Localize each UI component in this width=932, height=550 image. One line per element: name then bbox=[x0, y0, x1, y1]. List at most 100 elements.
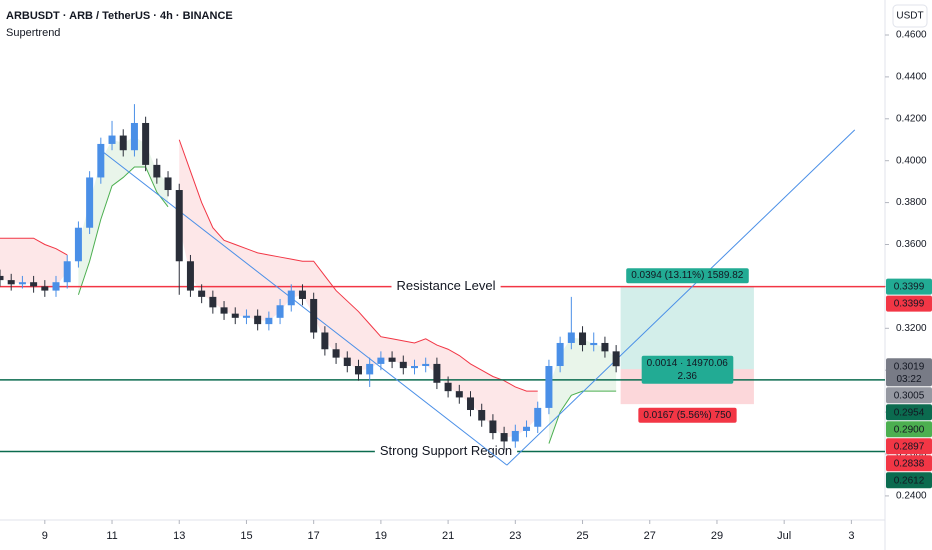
candle-body bbox=[242, 315, 250, 318]
candle-body bbox=[500, 433, 508, 442]
candle-body bbox=[455, 391, 463, 398]
y-tick-label: 0.3800 bbox=[896, 197, 927, 208]
price-label-bg bbox=[886, 472, 932, 489]
supertrend-line bbox=[77, 166, 617, 444]
currency[interactable]: USDT bbox=[896, 11, 923, 22]
price-label-bg bbox=[886, 455, 932, 472]
candle-body bbox=[18, 282, 26, 285]
candle-body bbox=[579, 332, 587, 346]
price-label: 0.2897 bbox=[894, 441, 925, 452]
x-tick-label: 15 bbox=[240, 530, 252, 542]
candle-body bbox=[153, 164, 161, 178]
candle-body bbox=[388, 357, 396, 362]
price-label: 0.3019 bbox=[894, 361, 925, 372]
x-tick-label: Jul bbox=[777, 530, 791, 542]
price-label-bg bbox=[886, 421, 932, 438]
target-label-bg bbox=[626, 268, 749, 284]
candle-body bbox=[321, 332, 329, 350]
price-label-bg bbox=[886, 278, 932, 295]
y-tick-label: 0.4600 bbox=[896, 30, 927, 41]
candle-body bbox=[41, 286, 49, 291]
candle-body bbox=[310, 298, 318, 333]
x-tick-label: 3 bbox=[848, 530, 854, 542]
candle-body bbox=[332, 349, 340, 358]
candle-body bbox=[186, 261, 194, 291]
candle-body bbox=[142, 122, 150, 165]
target-label: 0.0394 (13.11%) 1589.82 bbox=[631, 270, 744, 281]
x-tick-label: 19 bbox=[375, 530, 387, 542]
y-tick-label: 0.3200 bbox=[896, 323, 927, 334]
x-tick-label: 13 bbox=[173, 530, 185, 542]
y-tick-label: 0.3600 bbox=[896, 239, 927, 250]
candle-body bbox=[534, 407, 542, 427]
candle-body bbox=[175, 190, 183, 262]
candle-body bbox=[601, 342, 609, 352]
candle-body bbox=[377, 357, 385, 364]
candle-body bbox=[7, 280, 15, 285]
y-tick-label: 0.4400 bbox=[896, 72, 927, 83]
candle-body bbox=[478, 410, 486, 421]
price-label: 0.2612 bbox=[894, 475, 925, 486]
x-tick-label: 23 bbox=[509, 530, 521, 542]
candle-body bbox=[108, 135, 116, 144]
candle-body bbox=[276, 305, 284, 318]
candle-body bbox=[130, 122, 138, 151]
candle-body bbox=[86, 177, 94, 228]
candle-body bbox=[74, 227, 82, 262]
price-label: 0.3005 bbox=[894, 390, 925, 401]
price-label-bg bbox=[886, 404, 932, 421]
price-label-bg bbox=[886, 438, 932, 455]
candle-body bbox=[354, 366, 362, 375]
price-label-bg bbox=[886, 295, 932, 312]
candle-body bbox=[119, 135, 127, 151]
candle-body bbox=[467, 397, 475, 411]
entry-label: 0.0014 · 14970.06 bbox=[647, 358, 729, 369]
x-tick-label: 25 bbox=[576, 530, 588, 542]
candle-body bbox=[567, 332, 575, 343]
x-tick-label: 29 bbox=[711, 530, 723, 542]
stop-label-bg bbox=[638, 407, 737, 423]
price-label: 0.2900 bbox=[894, 424, 925, 435]
x-tick-label: 9 bbox=[42, 530, 48, 542]
price-label: 0.3399 bbox=[894, 282, 925, 293]
candle-body bbox=[30, 282, 38, 287]
price-label: 0.2954 bbox=[894, 407, 925, 418]
candle-body bbox=[523, 426, 531, 431]
price-label-bg bbox=[886, 358, 932, 387]
candle-body bbox=[164, 177, 172, 191]
supertrend-fill bbox=[548, 337, 617, 444]
trendline bbox=[100, 149, 508, 466]
candle-body bbox=[52, 282, 60, 291]
candle-body bbox=[489, 420, 497, 434]
stop-label: 0.0167 (5.56%) 750 bbox=[643, 410, 731, 421]
y-tick-label: 0.4000 bbox=[896, 155, 927, 166]
candle-body bbox=[399, 361, 407, 369]
y-tick-label: 0.4200 bbox=[896, 113, 927, 124]
supertrend-line bbox=[0, 139, 538, 392]
candle-body bbox=[298, 290, 306, 299]
trendline bbox=[506, 129, 856, 466]
countdown: 03:22 bbox=[896, 374, 921, 385]
level-label-bg bbox=[374, 448, 518, 455]
candle-body bbox=[366, 363, 374, 375]
candle-body bbox=[97, 143, 105, 178]
price-label: 0.2838 bbox=[894, 458, 925, 469]
level-label-bg bbox=[391, 283, 501, 290]
supertrend-fill bbox=[0, 238, 68, 289]
candle-body bbox=[287, 290, 295, 306]
candle-body bbox=[422, 363, 430, 367]
x-tick-label: 17 bbox=[308, 530, 320, 542]
currency-button[interactable] bbox=[892, 4, 928, 28]
candle-body bbox=[220, 307, 228, 314]
candle-body bbox=[209, 296, 217, 308]
candle-body bbox=[545, 366, 553, 408]
candle-body bbox=[0, 275, 4, 281]
candle-body bbox=[265, 317, 273, 325]
candle-body bbox=[556, 342, 564, 367]
candle-body bbox=[444, 382, 452, 392]
entry-label-bg bbox=[641, 355, 734, 384]
x-tick-label: 11 bbox=[106, 530, 117, 542]
candle-body bbox=[433, 363, 441, 383]
candle-body bbox=[231, 313, 239, 318]
